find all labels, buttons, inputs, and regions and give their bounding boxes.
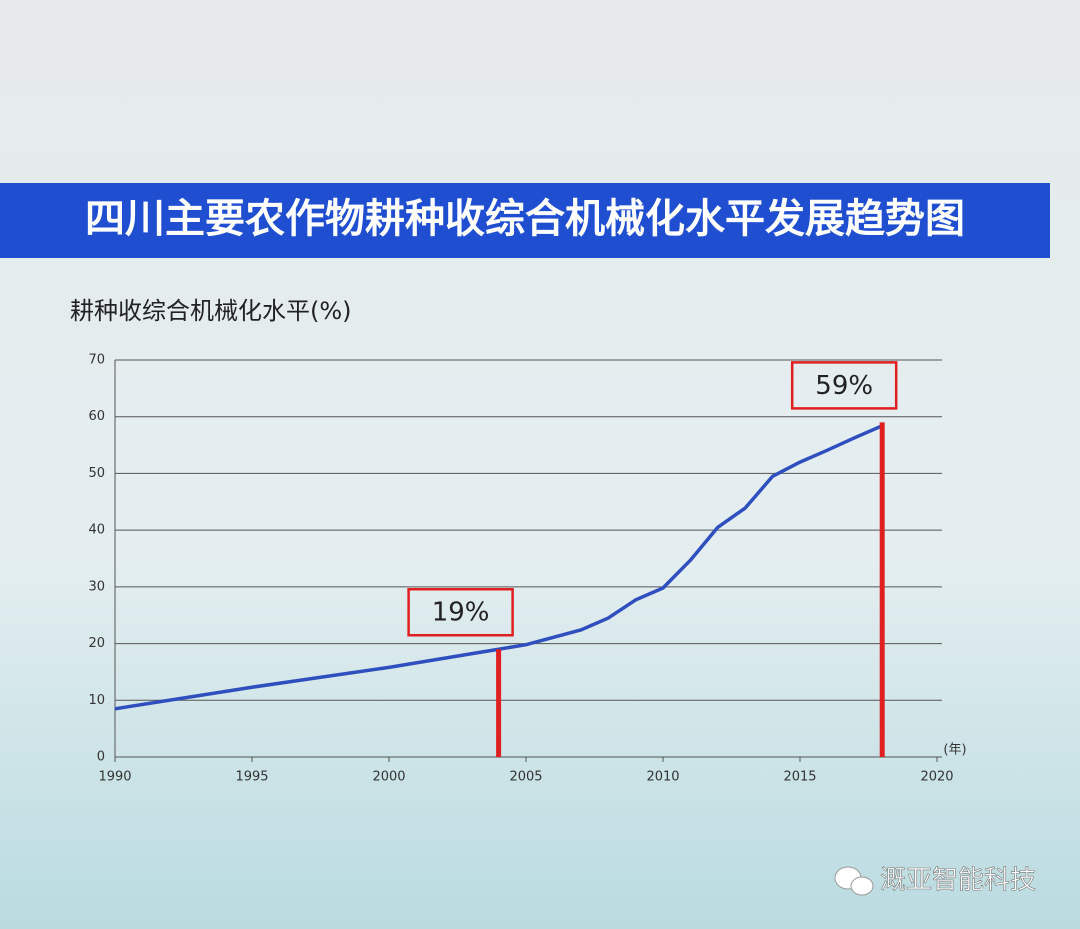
x-tick-label: 2015: [783, 770, 816, 785]
y-axis-label: 耕种收综合机械化水平(%): [70, 297, 352, 325]
y-tick-label: 40: [88, 523, 105, 538]
y-tick-label: 20: [88, 636, 105, 651]
title-banner: [0, 183, 1050, 258]
y-tick-label: 30: [88, 579, 105, 594]
annotation-label: 19%: [432, 598, 490, 628]
x-tick-label: 2000: [372, 770, 405, 785]
y-tick-label: 70: [88, 353, 105, 368]
x-tick-label: 2010: [646, 770, 679, 785]
x-tick-label: 2020: [920, 770, 953, 785]
x-tick-label: 1995: [235, 770, 268, 785]
annotation-box: [790, 361, 898, 410]
annotation-box: [407, 587, 514, 637]
line: [114, 424, 883, 711]
y-tick-label: 60: [88, 409, 105, 424]
annotation-label: 59%: [815, 371, 873, 401]
wechat-icon: [850, 876, 874, 896]
x-tick-label: 1990: [98, 770, 131, 785]
x-axis-label: (年): [943, 743, 966, 758]
watermark: 溉亚智能科技: [834, 865, 1036, 896]
y-tick-label: 0: [97, 750, 105, 765]
x-tick-label: 2005: [509, 770, 542, 785]
chart-title: 四川主要农作物耕种收综合机械化水平发展趋势图: [85, 196, 965, 242]
y-tick-label: 10: [88, 693, 105, 708]
y-tick-label: 50: [88, 466, 105, 481]
watermark-text: 溉亚智能科技: [880, 866, 1036, 896]
